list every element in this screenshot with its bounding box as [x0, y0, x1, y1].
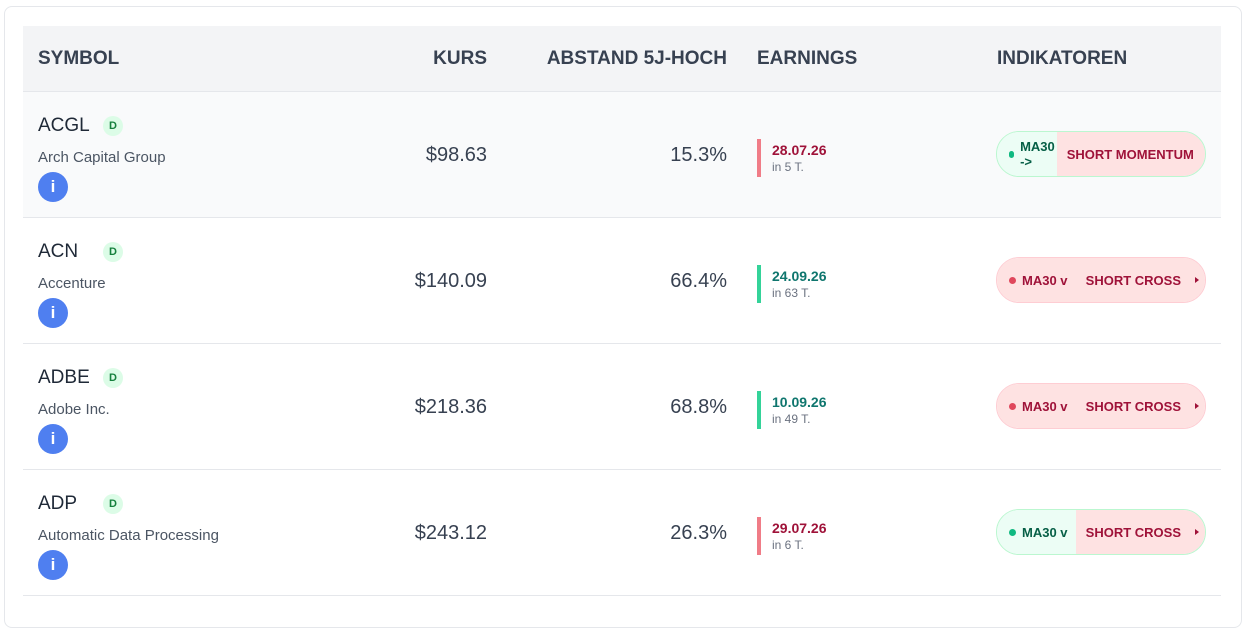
earnings-days: in 63 T. — [772, 286, 811, 300]
distance: 66.4% — [670, 270, 727, 292]
table-header: SYMBOL KURS ABSTAND 5J-HOCH EARNINGS IND… — [23, 26, 1221, 92]
ma-indicator: MA30 v — [997, 510, 1076, 554]
earnings-days: in 5 T. — [772, 160, 804, 174]
indicator-pill[interactable]: MA30 v SHORT CROSS — [996, 257, 1206, 303]
info-button[interactable]: i — [38, 424, 68, 454]
ma-indicator: MA30 v — [997, 384, 1076, 428]
header-cell: SYMBOL — [38, 48, 120, 69]
signal-label: SHORT CROSS — [1085, 272, 1181, 288]
info-button[interactable]: i — [38, 172, 68, 202]
caret-icon — [1195, 529, 1199, 535]
indicator-pill[interactable]: MA30 -> SHORT MOMENTUM — [996, 131, 1206, 177]
caret-icon — [1195, 403, 1199, 409]
badge: D — [103, 368, 123, 388]
earnings-date: 10.09.26 — [772, 394, 827, 410]
indicator-pill[interactable]: MA30 v SHORT CROSS — [996, 509, 1206, 555]
earnings-date: 28.07.26 — [772, 142, 827, 158]
distance: 15.3% — [670, 144, 727, 166]
distance: 26.3% — [670, 522, 727, 544]
signal-label: SHORT CROSS — [1085, 524, 1181, 540]
status-dot — [1009, 150, 1015, 158]
header-cell: EARNINGS — [757, 48, 858, 69]
company-name: Accenture — [38, 275, 106, 292]
signal: SHORT CROSS — [1075, 384, 1205, 428]
earnings-days: in 6 T. — [772, 538, 804, 552]
company-name: Adobe Inc. — [38, 401, 110, 418]
signal: SHORT CROSS — [1075, 258, 1205, 302]
caret-icon — [1195, 277, 1199, 283]
status-dot — [1009, 402, 1016, 410]
header-cell: ABSTAND 5J-HOCH — [546, 48, 727, 69]
badge: D — [103, 494, 123, 514]
price: $98.63 — [425, 144, 487, 166]
earnings-days: in 49 T. — [772, 412, 811, 426]
badge: D — [103, 242, 123, 262]
symbol: ACGL — [38, 115, 90, 136]
ma-label: MA30 v — [1022, 524, 1068, 540]
status-dot — [1009, 276, 1016, 284]
ma-label: MA30 -> — [1020, 139, 1055, 169]
earnings-date: 24.09.26 — [772, 268, 827, 284]
status-dot — [1009, 528, 1016, 536]
ma-label: MA30 v — [1022, 272, 1068, 288]
indicator-pill[interactable]: MA30 v SHORT CROSS — [996, 383, 1206, 429]
signal-label: SHORT MOMENTUM — [1066, 146, 1194, 162]
company-name: Automatic Data Processing — [38, 527, 219, 544]
symbol: ADBE — [38, 367, 90, 388]
price: $140.09 — [414, 270, 487, 292]
signal-label: SHORT CROSS — [1085, 398, 1181, 414]
company-name: Arch Capital Group — [38, 149, 166, 166]
ma-indicator: MA30 -> — [997, 132, 1057, 176]
signal: SHORT CROSS — [1075, 510, 1205, 554]
header-cell: KURS — [433, 48, 487, 69]
earnings: 28.07.26 in 5 T. — [757, 139, 827, 177]
table-row[interactable]: ACGL D Arch Capital Group i $98.63 15.3% 28.07… — [23, 92, 1221, 218]
price: $218.36 — [414, 396, 487, 418]
header-cell: INDIKATOREN — [997, 48, 1128, 69]
distance: 68.8% — [670, 396, 727, 418]
ma-label: MA30 v — [1022, 398, 1068, 414]
symbol: ACN — [38, 241, 79, 262]
ma-indicator: MA30 v — [997, 258, 1076, 302]
table-row[interactable]: ACN D Accenture i $140.09 66.4% 24.09.26 in 63 … — [23, 218, 1221, 344]
price: $243.12 — [414, 522, 487, 544]
earnings: 29.07.26 in 6 T. — [757, 517, 827, 555]
info-button[interactable]: i — [38, 298, 68, 328]
earnings-date: 29.07.26 — [772, 520, 827, 536]
earnings: 24.09.26 in 63 T. — [757, 265, 827, 303]
badge: D — [103, 116, 123, 136]
signal: SHORT MOMENTUM — [1056, 132, 1206, 176]
earnings: 10.09.26 in 49 T. — [757, 391, 827, 429]
page: SYMBOL KURS ABSTAND 5J-HOCH EARNINGS IND… — [4, 6, 1242, 628]
table: SYMBOL KURS ABSTAND 5J-HOCH EARNINGS IND… — [23, 26, 1221, 596]
info-button[interactable]: i — [38, 550, 68, 580]
symbol: ADP — [38, 493, 78, 514]
table-row[interactable]: ADP D Automatic Data Processing i $243.12 26.… — [23, 470, 1221, 596]
table-row[interactable]: ADBE D Adobe Inc. i $218.36 68.8% 10.09.26 in 4… — [23, 344, 1221, 470]
caret-icon — [1202, 149, 1206, 159]
